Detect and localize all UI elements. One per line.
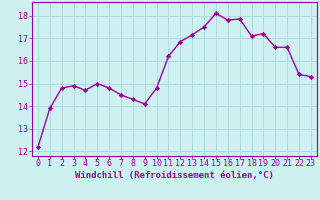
X-axis label: Windchill (Refroidissement éolien,°C): Windchill (Refroidissement éolien,°C)	[75, 171, 274, 180]
